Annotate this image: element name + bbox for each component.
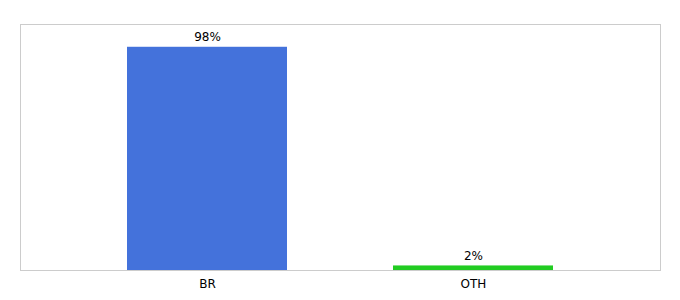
svg-text:98%: 98% <box>194 30 221 44</box>
svg-text:BR: BR <box>199 277 216 291</box>
svg-text:2%: 2% <box>464 249 483 263</box>
svg-text:OTH: OTH <box>461 277 487 291</box>
